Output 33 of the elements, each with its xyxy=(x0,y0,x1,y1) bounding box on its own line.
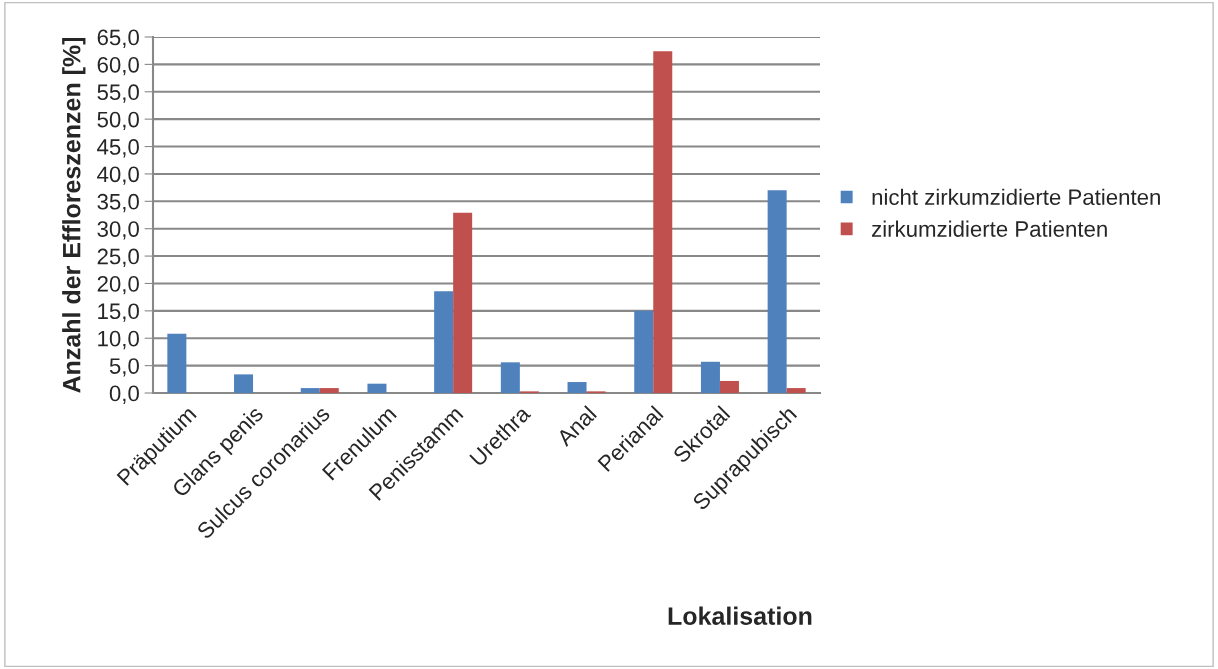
y-tick-label: 35,0 xyxy=(97,193,139,213)
y-tick-label: 20,0 xyxy=(97,276,139,295)
y-tick-label: 25,0 xyxy=(97,248,139,267)
y-tick-label: 0,0 xyxy=(109,385,139,404)
bar xyxy=(367,383,387,393)
y-tick-label: 40,0 xyxy=(97,166,139,185)
bar xyxy=(653,51,673,393)
y-tick-label: 65,0 xyxy=(97,29,139,48)
legend-label: zirkumzidierte Patienten xyxy=(872,220,1107,237)
bar xyxy=(300,388,320,393)
bar xyxy=(767,190,787,393)
bar xyxy=(434,291,454,393)
bar xyxy=(719,380,739,393)
x-axis-title: Lokalisation xyxy=(668,606,812,625)
bar xyxy=(700,361,720,393)
y-tick-label: 10,0 xyxy=(98,330,139,350)
y-tick-label: 5,0 xyxy=(109,358,139,377)
bar xyxy=(500,362,520,393)
y-axis-title: Anzahl der Effloreszenzen [%] xyxy=(62,37,86,393)
bar xyxy=(453,212,473,393)
y-tick-label: 30,0 xyxy=(97,221,139,240)
bar xyxy=(634,310,654,393)
y-tick-label: 45,0 xyxy=(97,139,139,158)
legend-label: nicht zirkumzidierte Patienten xyxy=(872,188,1160,206)
bar xyxy=(234,374,254,393)
y-tick-label: 55,0 xyxy=(97,84,139,103)
bar xyxy=(786,388,806,393)
y-tick-label: 60,0 xyxy=(97,56,139,76)
y-tick-label: 15,0 xyxy=(98,303,139,322)
bar xyxy=(319,388,339,393)
bar xyxy=(167,333,187,393)
bar xyxy=(567,382,587,393)
y-tick-label: 50,0 xyxy=(97,111,139,131)
